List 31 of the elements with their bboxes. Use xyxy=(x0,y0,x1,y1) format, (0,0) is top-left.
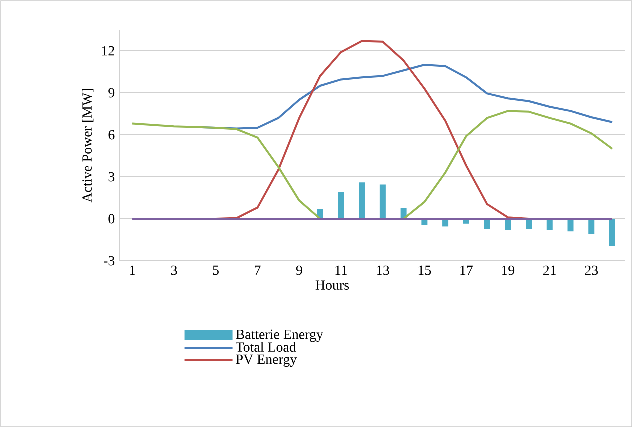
x-tick-label: 7 xyxy=(255,266,261,275)
x-axis-title: Hours xyxy=(316,280,350,290)
bar xyxy=(484,219,490,230)
y-tick-label: 3 xyxy=(108,172,115,182)
x-tick-label: 23 xyxy=(585,266,598,276)
legend-label: PV Energy xyxy=(236,354,298,368)
bar xyxy=(588,219,595,234)
x-tick-label: 11 xyxy=(336,266,348,276)
x-tick-label: 17 xyxy=(460,266,473,276)
y-tick-label: 0 xyxy=(108,214,115,224)
y-tick-label: 12 xyxy=(102,46,114,56)
x-tick-label: 1 xyxy=(130,266,136,276)
x-tick-label: 5 xyxy=(213,266,219,276)
x-tick-label: 19 xyxy=(502,266,515,276)
bar xyxy=(380,184,386,219)
legend-label: Total Load xyxy=(236,342,296,352)
legend-label: Batterie Energy xyxy=(236,330,324,342)
y-tick-label: 9 xyxy=(108,88,115,98)
x-tick-label: 9 xyxy=(296,266,302,276)
bar xyxy=(609,219,616,246)
y-axis-title: Active Power [MW] xyxy=(82,89,94,203)
bar xyxy=(338,192,344,219)
x-tick-label: 13 xyxy=(377,266,390,276)
bar xyxy=(359,182,366,219)
bar xyxy=(568,219,574,232)
x-tick-label: 3 xyxy=(171,266,178,276)
y-tick-label: 6 xyxy=(108,130,115,140)
bar xyxy=(526,219,532,230)
y-tick-label: -3 xyxy=(104,256,115,266)
x-tick-label: 15 xyxy=(418,266,432,276)
x-tick-label: 21 xyxy=(544,266,556,276)
